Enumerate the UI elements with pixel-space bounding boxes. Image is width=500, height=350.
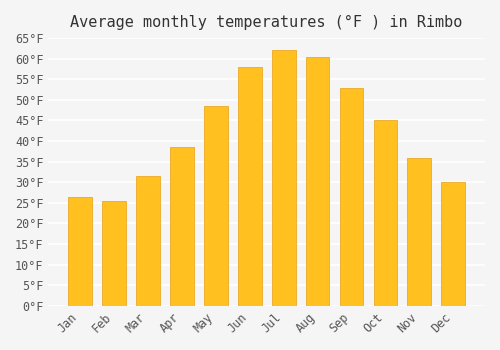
- Bar: [68, 197, 92, 306]
- Bar: [408, 158, 431, 306]
- Bar: [340, 88, 363, 306]
- Bar: [442, 182, 465, 306]
- Bar: [102, 201, 126, 306]
- Bar: [136, 176, 160, 306]
- Bar: [272, 50, 295, 306]
- Bar: [238, 67, 262, 306]
- Bar: [204, 106, 228, 306]
- Title: Average monthly temperatures (°F ) in Rimbo: Average monthly temperatures (°F ) in Ri…: [70, 15, 463, 30]
- Bar: [374, 120, 398, 306]
- Bar: [170, 147, 194, 306]
- Bar: [306, 57, 330, 306]
